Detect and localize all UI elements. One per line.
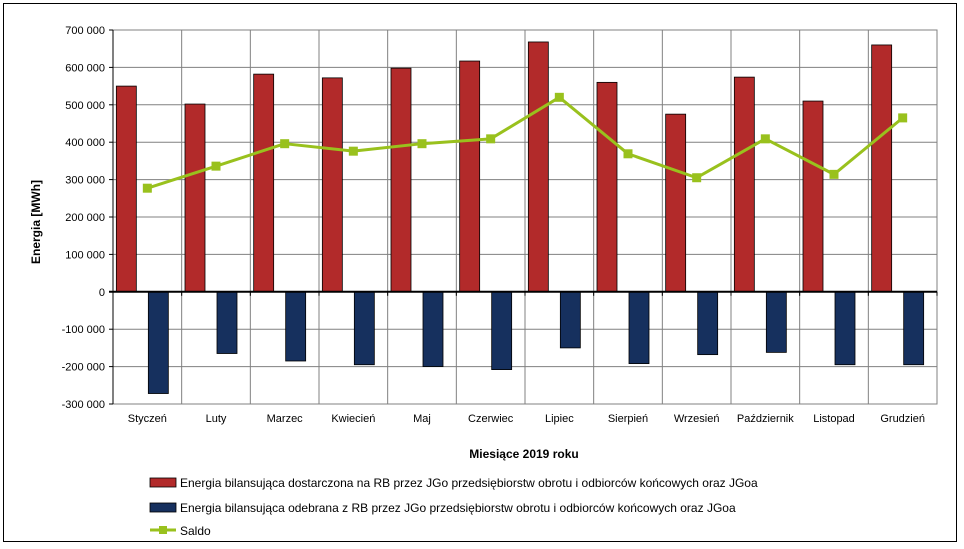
bar-delivered [733, 76, 755, 293]
x-tick-labels: Styczeń Luty Marzec Kwiecień Maj Czerwiec Lipi… [128, 413, 925, 425]
y-tick-label: 300 000 [65, 175, 105, 187]
x-tick-label: Sierpień [608, 413, 648, 425]
saldo-polyline [146, 95, 904, 190]
bar-received [285, 291, 307, 362]
legend-label-received: Energia bilansująca odebrana z RB przez … [180, 501, 736, 515]
saldo-line [142, 92, 908, 193]
bar-received [422, 291, 444, 367]
bar-delivered [115, 85, 137, 293]
bars [115, 41, 925, 394]
x-tick-label: Maj [413, 413, 431, 425]
bar-delivered [184, 103, 206, 293]
y-axis-title: Energia [MWh] [29, 180, 43, 264]
saldo-marker [417, 139, 427, 149]
y-tick-label: 0 [99, 287, 105, 299]
legend-label-delivered: Energia bilansująca dostarczona na RB pr… [180, 476, 758, 490]
bar-delivered [527, 41, 549, 293]
legend-swatch-delivered [149, 477, 177, 488]
bar-delivered [596, 81, 618, 293]
bar-received [765, 291, 787, 353]
bar-delivered [321, 77, 343, 293]
saldo-marker [829, 169, 839, 179]
bar-received [147, 291, 169, 394]
saldo-marker [898, 113, 908, 123]
x-tick-label: Czerwiec [468, 413, 514, 425]
saldo-marker [348, 146, 358, 156]
bar-received [559, 291, 581, 349]
x-tick-label: Grudzień [880, 413, 925, 425]
saldo-marker [211, 161, 221, 171]
saldo-marker [760, 134, 770, 144]
x-axis-title: Miesiące 2019 roku [469, 447, 578, 461]
y-tick-label: -100 000 [62, 324, 105, 336]
y-tick-label: 200 000 [65, 212, 105, 224]
x-tick-label: Listopad [813, 413, 855, 425]
x-tick-label: Marzec [267, 413, 304, 425]
bar-received [216, 291, 238, 354]
axes [109, 29, 938, 405]
y-tick-label: -300 000 [62, 399, 105, 411]
saldo-marker [623, 149, 633, 159]
y-tick-label: 600 000 [65, 62, 105, 74]
bar-received [353, 291, 375, 366]
bar-delivered [665, 113, 687, 293]
bar-delivered [802, 100, 824, 293]
legend-label-saldo: Saldo [180, 524, 211, 538]
y-tick-label: 100 000 [65, 249, 105, 261]
legend-swatch-saldo-marker [159, 526, 167, 534]
bar-received [491, 291, 513, 370]
bar-received [834, 291, 856, 366]
x-tick-label: Styczeń [128, 413, 167, 425]
y-tick-label: 700 000 [65, 25, 105, 37]
legend-swatch-received [149, 502, 177, 513]
saldo-marker [142, 183, 152, 193]
x-tick-label: Kwiecień [331, 413, 375, 425]
x-tick-label: Październik [737, 413, 794, 425]
saldo-marker [486, 134, 496, 144]
y-tick-label: -200 000 [62, 362, 105, 374]
y-tick-label: 400 000 [65, 137, 105, 149]
saldo-marker [554, 92, 564, 102]
bar-delivered [871, 44, 893, 293]
saldo-marker [280, 139, 290, 149]
bar-received [628, 291, 650, 365]
y-tick-labels: 700 000 600 000 500 000 400 000 300 000 200 0… [62, 25, 105, 411]
bar-delivered [390, 67, 412, 293]
bar-delivered [459, 60, 481, 293]
x-tick-label: Luty [206, 413, 227, 425]
bar-received [697, 291, 719, 356]
legend: Energia bilansująca dostarczona na RB pr… [149, 476, 758, 538]
saldo-marker [692, 173, 702, 183]
bar-received [903, 291, 925, 366]
y-tick-label: 500 000 [65, 100, 105, 112]
bar-delivered [253, 73, 275, 293]
x-tick-label: Lipiec [545, 413, 574, 425]
x-tick-label: Wrzesień [674, 413, 720, 425]
